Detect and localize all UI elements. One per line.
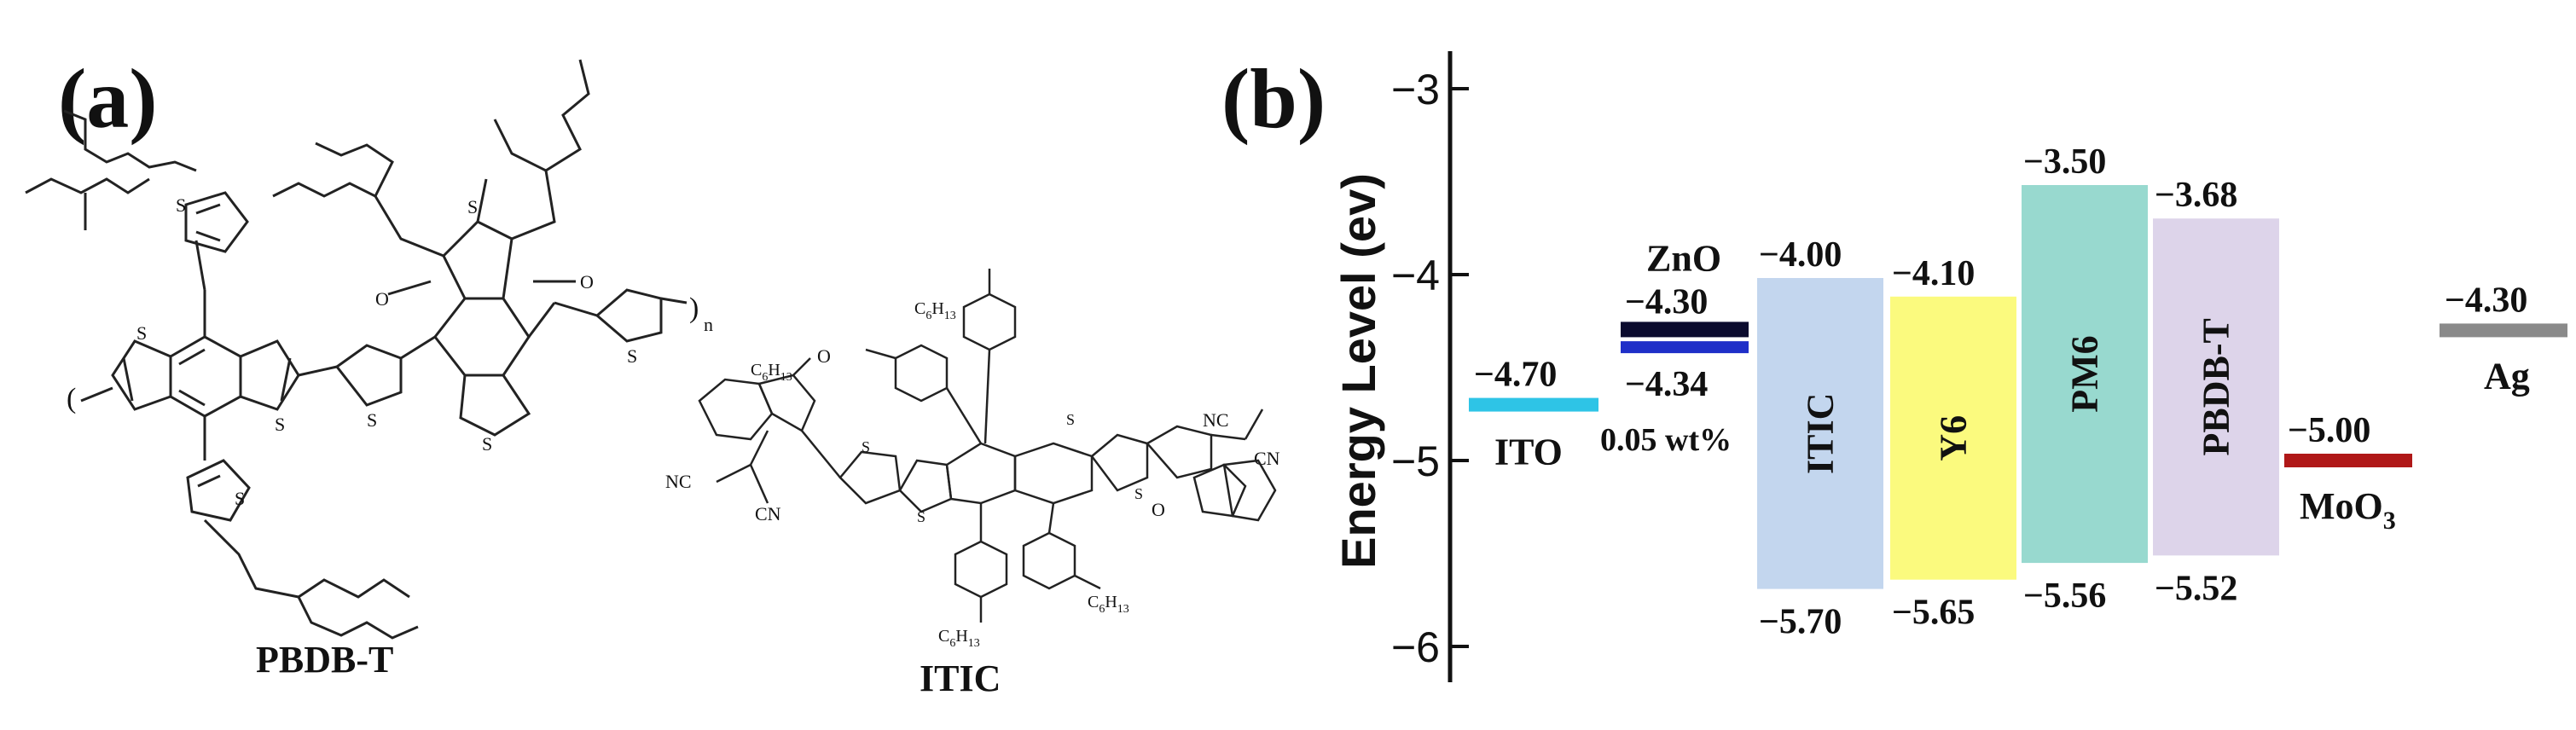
y-tick-label: −5: [1391, 437, 1440, 485]
zno-lower-value-label: −4.34: [1625, 365, 1708, 404]
y-axis-title: Energy Level (ev): [1332, 173, 1385, 569]
atom-s: S: [482, 433, 492, 455]
itic-name-label: ITIC: [1800, 393, 1842, 474]
atom-s: S: [136, 322, 147, 344]
zno-name-label: ZnO: [1646, 237, 1721, 279]
atom-s: S: [627, 345, 637, 367]
pbdb-t-lumo-label: −3.68: [2155, 176, 2237, 215]
pm6-name-label: PM6: [2064, 335, 2106, 412]
pm6-homo-label: −5.56: [2023, 576, 2106, 616]
pbdb-t-band: [2153, 218, 2279, 556]
zno-upper-value-label: −4.30: [1625, 282, 1708, 322]
y-tick-label: −4: [1391, 252, 1440, 299]
itic-band: [1757, 278, 1883, 589]
svg-text:(: (: [67, 383, 76, 414]
atom-s: S: [917, 508, 925, 525]
pbdb-t-homo-label: −5.52: [2155, 569, 2237, 608]
atom-s: S: [275, 414, 285, 435]
atom-o: O: [1152, 499, 1165, 520]
ito-value-label: −4.70: [1474, 356, 1557, 395]
atom-s: S: [235, 488, 245, 509]
repeat-n: n: [704, 314, 713, 335]
ito-level: [1469, 397, 1598, 412]
moo3-name-label: MoO3: [2300, 485, 2396, 535]
pm6-lumo-label: −3.50: [2023, 142, 2106, 182]
ag-value-label: −4.30: [2445, 281, 2527, 320]
ag-name-label: Ag: [2484, 355, 2530, 397]
chemical-structures-drawing: S ( S S S S O O S S: [25, 59, 1279, 650]
atom-o: O: [375, 288, 389, 310]
panel-b-label: (b): [1221, 51, 1326, 146]
atom-cn: CN: [1254, 448, 1279, 469]
atom-s: S: [862, 438, 870, 455]
atom-o: O: [580, 271, 594, 293]
atom-cn: CN: [755, 503, 781, 524]
pbdb-t-name-label: PBDB-T: [2196, 318, 2237, 455]
y6-lumo-label: −4.10: [1892, 254, 1975, 293]
y6-band: [1890, 296, 2016, 580]
pbdbt-caption: PBDB-T: [256, 639, 394, 681]
itic-lumo-label: −4.00: [1759, 235, 1842, 275]
moo3-level: [2284, 454, 2412, 467]
panel-a-label: (a): [58, 51, 158, 146]
moo3-value-label: −5.00: [2288, 411, 2370, 450]
y-tick-label: −3: [1391, 66, 1440, 113]
atom-s: S: [467, 196, 478, 217]
atom-s: S: [176, 194, 186, 216]
atom-nc: NC: [665, 471, 692, 492]
y6-name-label: Y6: [1933, 415, 1975, 461]
atom-s: S: [367, 409, 377, 431]
itic-homo-label: −5.70: [1759, 603, 1842, 642]
atom-s: S: [1134, 485, 1143, 502]
atom-nc: NC: [1203, 409, 1229, 431]
zno-upper-level: [1621, 322, 1749, 338]
ito-name-label: ITO: [1494, 432, 1563, 473]
svg-text:): ): [689, 293, 699, 324]
itic-caption: ITIC: [920, 658, 1001, 699]
pm6-band: [2022, 185, 2148, 564]
y-axis: −3 −4 −5 −6 Energy Level (ev): [1332, 51, 1469, 682]
y-tick-label: −6: [1391, 623, 1440, 671]
zno-concentration-note: 0.05 wt%: [1600, 422, 1732, 458]
atom-o: O: [817, 345, 831, 367]
zno-lower-level: [1621, 341, 1749, 354]
ag-level: [2440, 323, 2567, 338]
pbdbt-structure: S ( S S S S O O S S: [25, 59, 713, 640]
atom-s: S: [1066, 411, 1075, 428]
y6-homo-label: −5.65: [1892, 594, 1975, 633]
